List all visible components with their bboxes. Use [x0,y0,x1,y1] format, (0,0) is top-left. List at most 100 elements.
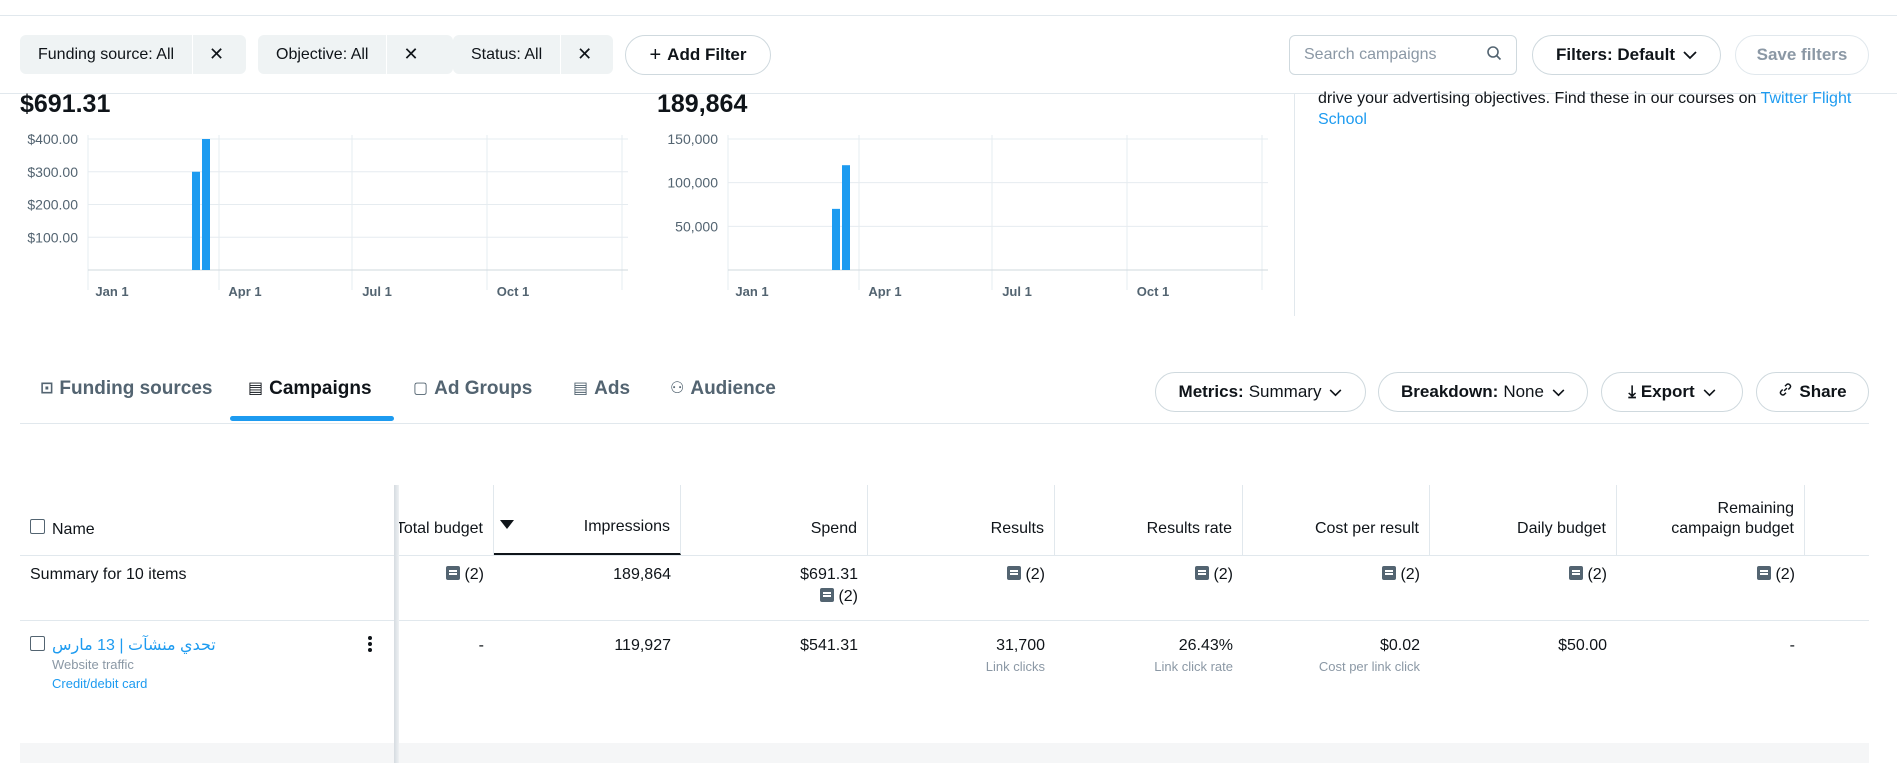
metrics-dropdown[interactable]: Metrics: Summary [1155,372,1366,412]
note-icon [446,566,461,580]
tab-ad-groups[interactable]: ▢ Ad Groups [413,378,532,424]
flight-school-link-cont[interactable]: School [1318,111,1367,128]
campaign-objective: Website traffic [52,657,134,672]
close-icon[interactable]: ✕ [560,35,608,74]
search-field[interactable] [1289,35,1517,75]
metrics-label: Metrics: [1178,382,1244,401]
note-icon [1382,566,1397,580]
plus-icon: + [649,43,662,66]
active-tab-indicator [230,416,394,421]
y-tick-label: 150,000 [667,131,718,147]
column-header-spend[interactable]: Spend [681,485,868,555]
search-icon [1486,45,1502,66]
tab-label: Ad Groups [434,378,533,399]
chart-bar [202,139,210,270]
metrics-value: Summary [1248,382,1322,401]
header-divider [20,555,1869,556]
entity-tabs: ⊡ Funding sources ▤ Campaigns ▢ Ad Group… [20,360,1869,424]
note-icon [820,588,835,602]
tab-audience[interactable]: ⚇ Audience [670,378,776,424]
column-header-impressions[interactable]: Impressions [494,485,681,555]
summary-label: Summary for 10 items [30,566,187,583]
cell-remaining-budget: - [1789,637,1795,654]
note-icon [1757,566,1772,580]
column-header-results-rate[interactable]: Results rate [1055,485,1243,555]
chart-bar [832,208,840,270]
results-rate-metric: Link click rate [1154,659,1233,674]
x-tick-label: Apr 1 [228,284,261,299]
funding-icon: ⊡ [40,380,54,397]
filter-chip-status[interactable]: Status: All ✕ [453,35,613,74]
info-text: drive your advertising objectives. Find … [1318,90,1761,107]
more-options-icon[interactable] [367,635,373,658]
link-icon [1778,382,1793,402]
summary-cost-per-result[interactable]: (2) [1382,566,1420,584]
tab-campaigns[interactable]: ▤ Campaigns [248,378,372,424]
filter-chip-funding-source[interactable]: Funding source: All ✕ [20,35,246,74]
campaign-funding-link[interactable]: Credit/debit card [52,676,148,691]
cell-total-budget: - [478,637,484,654]
impressions-kpi: 189,864 [657,90,748,118]
frozen-column-divider [394,485,399,763]
tab-funding-sources[interactable]: ⊡ Funding sources [40,378,212,424]
y-tick-label: $200.00 [27,197,78,213]
chevron-down-icon [1329,382,1342,402]
filter-bar: Funding source: All ✕ Objective: All ✕ S… [0,16,1897,94]
summary-total-budget[interactable]: (2) [446,566,484,584]
share-button[interactable]: Share [1756,372,1869,412]
export-dropdown[interactable]: ⤓ Export [1601,372,1743,412]
summary-impressions: 189,864 [613,566,671,583]
table-row[interactable] [20,743,1869,763]
column-header-remaining-budget[interactable]: Remaining campaign budget [1617,485,1805,555]
summary-results[interactable]: (2) [1007,566,1045,584]
tab-label: Funding sources [59,378,213,399]
column-header-cost-per-result[interactable]: Cost per result [1243,485,1430,555]
spend-kpi: $691.31 [20,90,111,118]
add-filter-label: Add Filter [667,45,747,64]
name-column-header[interactable]: Name [52,521,95,538]
filter-chip-label: Objective: All [276,45,369,63]
chart-bar [842,165,850,270]
x-tick-label: Jan 1 [735,284,768,299]
export-label: Export [1640,382,1695,401]
share-label: Share [1799,382,1847,401]
add-filter-button[interactable]: + Add Filter [625,35,771,75]
chevron-down-icon [1552,382,1565,402]
flight-school-info: drive your advertising objectives. Find … [1318,88,1878,130]
column-header-total-budget[interactable]: Total budget [395,485,494,555]
y-tick-label: $100.00 [27,229,78,245]
breakdown-value: None [1503,382,1544,401]
column-header-daily-budget[interactable]: Daily budget [1430,485,1617,555]
close-icon[interactable]: ✕ [192,35,240,74]
filter-chip-objective[interactable]: Objective: All ✕ [258,35,453,74]
filters-default-label: Filters: Default [1555,45,1676,64]
search-input[interactable] [1304,46,1484,64]
ad-groups-icon: ▢ [413,380,429,397]
summary-results-rate[interactable]: (2) [1195,566,1233,584]
row-checkbox[interactable] [30,636,45,651]
close-icon[interactable]: ✕ [386,35,434,74]
breakdown-label: Breakdown: [1401,382,1499,401]
note-icon [1569,566,1584,580]
summary-remaining-budget[interactable]: (2) [1757,566,1795,584]
summary-spend-note[interactable]: (2) [820,588,858,606]
save-filters-button[interactable]: Save filters [1735,35,1869,75]
note-icon [1195,566,1210,580]
breakdown-dropdown[interactable]: Breakdown: None [1378,372,1588,412]
filters-default-dropdown[interactable]: Filters: Default [1532,35,1721,75]
column-label-line1: Remaining [1717,500,1794,517]
note-icon [1007,566,1022,580]
campaign-name-link[interactable]: تحدي منشآت | 13 مارس [52,637,216,654]
column-header-results[interactable]: Results [868,485,1055,555]
flight-school-link[interactable]: Twitter Flight [1760,90,1852,107]
summary-spend: $691.31 (2) [800,566,858,606]
tab-ads[interactable]: ▤ Ads [573,378,630,424]
column-label-line2: campaign budget [1671,520,1794,537]
summary-daily-budget[interactable]: (2) [1569,566,1607,584]
x-tick-label: Oct 1 [1137,284,1170,299]
panel-divider [1294,94,1295,316]
y-tick-label: 50,000 [675,218,718,234]
select-all-checkbox[interactable] [30,519,45,534]
cell-results-rate: 26.43% Link click rate [1154,637,1233,674]
cell-daily-budget: $50.00 [1558,637,1607,654]
